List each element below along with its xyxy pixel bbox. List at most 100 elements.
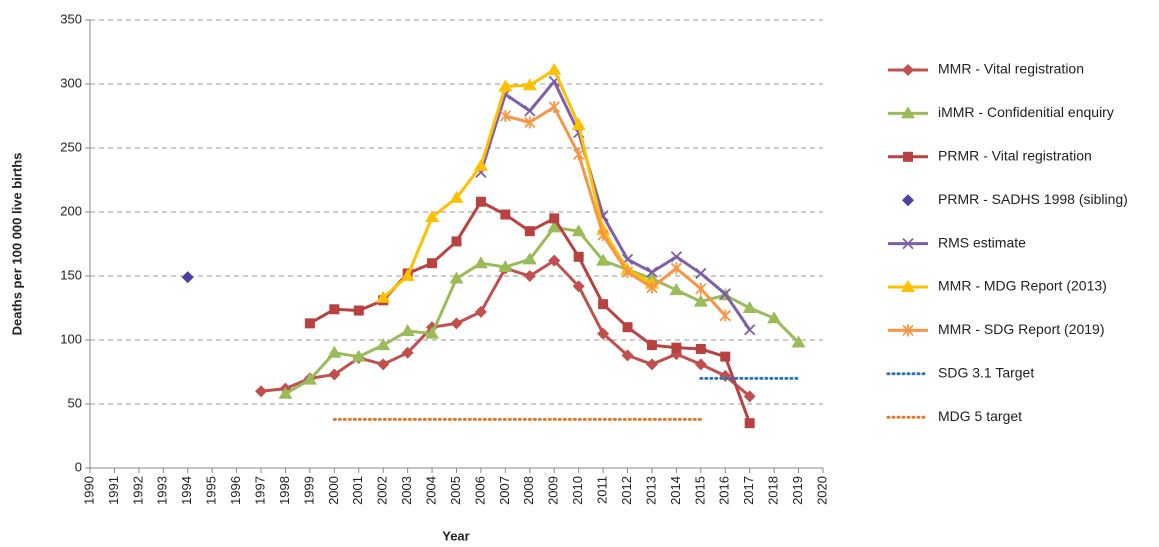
- marker: [622, 322, 633, 333]
- x-tick-label: 1997: [252, 476, 267, 505]
- marker: [719, 309, 731, 322]
- legend-label: MMR - MDG Report (2013): [938, 278, 1107, 294]
- marker-stroke: [695, 267, 707, 280]
- marker: [548, 254, 561, 267]
- marker: [473, 256, 488, 269]
- marker: [572, 280, 585, 293]
- marker: [902, 194, 914, 207]
- x-tick-label: 2013: [643, 476, 658, 505]
- y-tick-label: 150: [60, 267, 82, 282]
- marker: [744, 324, 756, 336]
- marker: [522, 78, 537, 91]
- marker: [498, 79, 513, 92]
- x-tick-label: 2006: [472, 476, 487, 505]
- x-tick-label: 2010: [570, 476, 585, 505]
- marker: [669, 283, 684, 296]
- x-tick-label: 2017: [741, 476, 756, 505]
- marker: [329, 304, 340, 315]
- marker: [767, 311, 782, 324]
- marker: [671, 342, 682, 353]
- marker: [573, 251, 584, 262]
- x-tick-label: 2003: [399, 476, 414, 505]
- marker: [571, 117, 586, 130]
- legend-item: MMR - Vital registration: [888, 61, 1084, 77]
- marker: [742, 301, 757, 313]
- marker: [621, 266, 634, 279]
- marker: [328, 368, 341, 381]
- marker: [401, 346, 414, 359]
- marker: [901, 280, 915, 292]
- marker: [646, 340, 657, 351]
- legend-item: MMR - MDG Report (2013): [888, 278, 1107, 294]
- legend-label: MMR - Vital registration: [938, 61, 1084, 77]
- series-line: [382, 68, 653, 299]
- y-axis-label: Deaths per 100 000 live births: [9, 153, 24, 336]
- marker: [449, 271, 464, 284]
- x-tick-label: 2005: [448, 476, 463, 505]
- x-tick-label: 1993: [155, 476, 170, 505]
- marker: [695, 343, 706, 354]
- x-tick-label: 2004: [424, 476, 439, 505]
- marker: [473, 158, 488, 171]
- x-tick-label: 2014: [668, 476, 683, 505]
- marker: [353, 305, 364, 316]
- x-tick-label: 2009: [546, 476, 561, 505]
- marker: [548, 101, 560, 114]
- y-tick-label: 100: [60, 331, 82, 346]
- marker: [646, 266, 658, 278]
- marker: [181, 271, 194, 284]
- x-tick-label: 2008: [521, 476, 536, 505]
- x-tick-label: 1998: [277, 476, 292, 505]
- marker: [901, 106, 915, 119]
- legend-item: RMS estimate: [888, 234, 1026, 250]
- legend-item: SDG 3.1 Target: [886, 365, 1034, 381]
- legend-label: PRMR - SADHS 1998 (sibling): [938, 191, 1128, 207]
- marker: [549, 213, 560, 224]
- x-tick-label: 2000: [326, 476, 341, 505]
- marker: [524, 226, 535, 237]
- legend-label: RMS estimate: [938, 234, 1026, 250]
- marker: [903, 151, 913, 162]
- marker: [450, 317, 463, 330]
- marker: [400, 269, 415, 281]
- marker: [547, 62, 562, 75]
- x-tick-label: 2007: [497, 476, 512, 505]
- marker: [902, 324, 914, 337]
- y-tick-label: 200: [60, 203, 82, 218]
- marker: [523, 270, 536, 282]
- marker: [499, 110, 512, 122]
- marker: [425, 210, 440, 223]
- marker: [376, 338, 391, 351]
- legend-item: PRMR - SADHS 1998 (sibling): [902, 191, 1128, 207]
- marker: [695, 282, 707, 295]
- marker: [427, 258, 438, 269]
- marker: [693, 294, 708, 307]
- marker: [621, 349, 634, 362]
- x-tick-label: 2012: [619, 476, 634, 505]
- marker: [278, 386, 293, 399]
- marker: [351, 349, 366, 362]
- legend-item: PRMR - Vital registration: [888, 148, 1092, 164]
- marker: [902, 237, 914, 250]
- x-tick-label: 1990: [81, 476, 96, 505]
- legend-label: MDG 5 target: [938, 408, 1022, 424]
- marker: [694, 358, 707, 371]
- x-tick-label: 2019: [790, 476, 805, 505]
- marker: [744, 418, 755, 429]
- legend-label: PRMR - Vital registration: [938, 148, 1092, 164]
- marker: [791, 335, 806, 348]
- marker: [522, 252, 537, 265]
- x-tick-label: 1992: [130, 476, 145, 505]
- y-tick-label: 250: [60, 139, 82, 154]
- marker: [743, 390, 756, 403]
- marker-stroke: [524, 105, 536, 117]
- marker: [670, 251, 683, 263]
- x-tick-label: 2011: [595, 476, 610, 504]
- marker: [498, 260, 513, 273]
- marker: [425, 326, 440, 339]
- marker: [695, 267, 707, 280]
- series-line: [284, 225, 800, 396]
- marker: [302, 372, 317, 385]
- marker: [547, 220, 562, 233]
